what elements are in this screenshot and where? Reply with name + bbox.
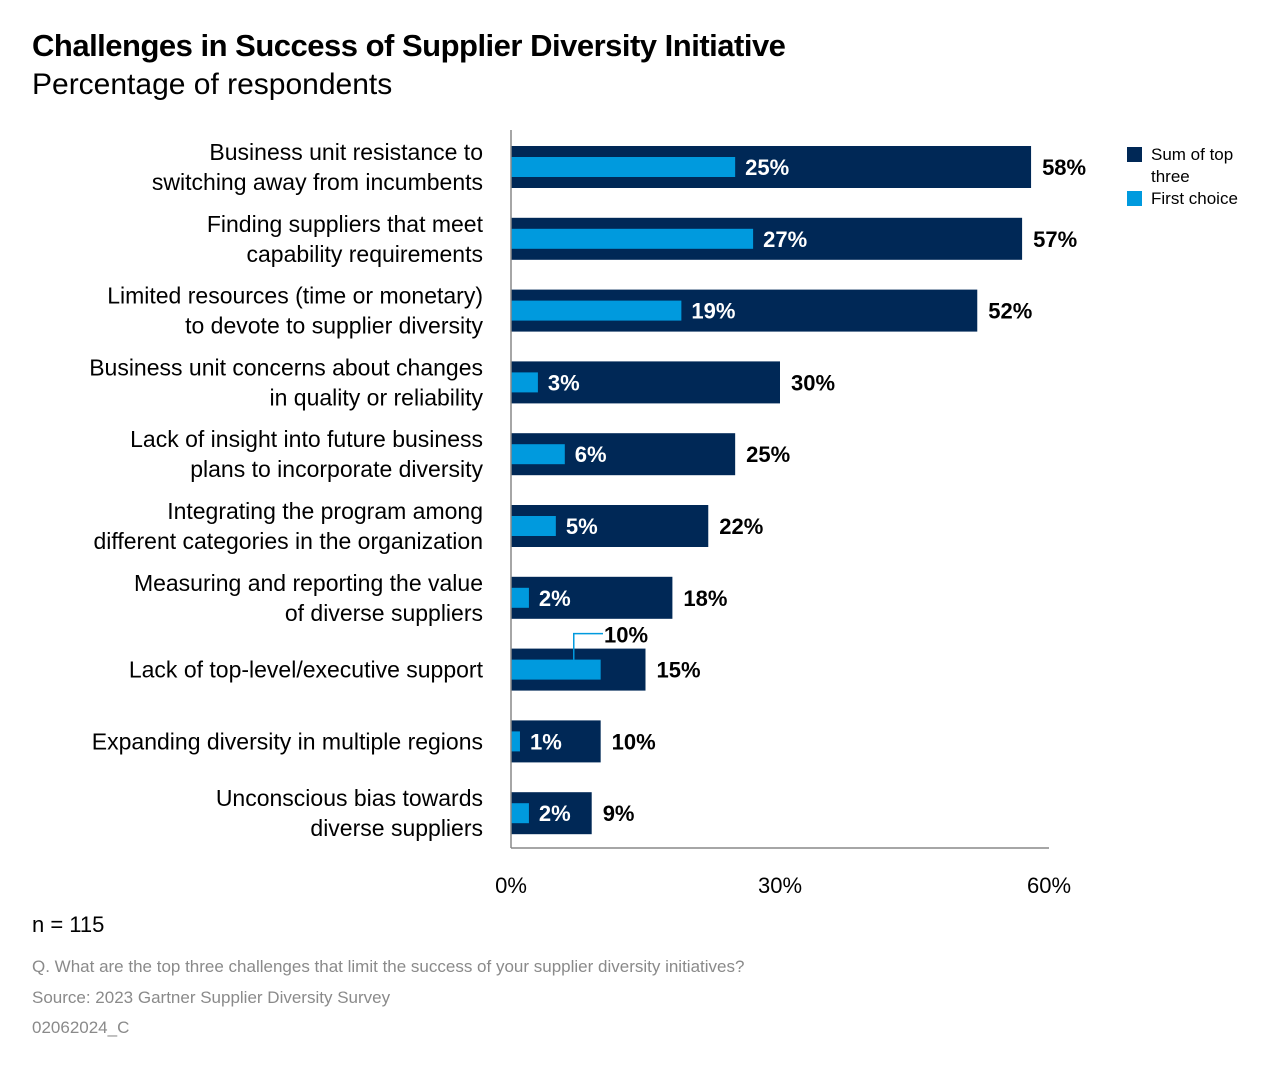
bar-first-choice <box>511 300 682 321</box>
data-label-first-choice: 3% <box>548 370 580 395</box>
chart-code: 02062024_C <box>32 1018 130 1037</box>
data-label-sum: 9% <box>603 801 635 826</box>
category-label: Unconscious bias towards diverse supplier… <box>216 785 483 841</box>
bar-sum-of-top-three <box>511 576 673 619</box>
data-label-sum: 25% <box>746 442 790 467</box>
category-label: Lack of top-level/executive support <box>129 657 484 683</box>
category-label: Finding suppliers that meet capability re… <box>207 211 484 267</box>
legend-item-sum-of-top-three: Sum of top three <box>1127 144 1238 188</box>
legend: Sum of top three First choice <box>1127 144 1238 210</box>
category-label: Limited resources (time or monetary) to d… <box>107 283 483 339</box>
bar-sum-of-top-three <box>511 361 780 404</box>
bar-first-choice <box>511 157 736 177</box>
category-label: Integrating the program among different c… <box>93 498 483 554</box>
data-label-first-choice: 2% <box>539 801 571 826</box>
data-label-first-choice: 10% <box>604 623 648 648</box>
bar-first-choice <box>511 444 565 465</box>
legend-label: Sum of top <box>1151 145 1234 164</box>
data-label-sum: 22% <box>719 514 763 539</box>
x-tick-label: 30% <box>758 873 802 898</box>
legend-label: three <box>1151 167 1190 186</box>
x-tick-label: 60% <box>1027 873 1071 898</box>
category-label: Lack of insight into future business plan… <box>130 426 483 482</box>
data-label-sum: 57% <box>1033 227 1077 252</box>
bar-chart: Business unit resistance to switching awa… <box>89 130 1086 898</box>
category-label: Business unit resistance to switching awa… <box>152 139 483 195</box>
data-label-sum: 15% <box>657 658 701 683</box>
chart-title: Challenges in Success of Supplier Divers… <box>32 28 786 63</box>
category-label: Expanding diversity in multiple regions <box>92 728 483 754</box>
data-label-sum: 52% <box>988 299 1032 324</box>
data-label-first-choice: 2% <box>539 586 571 611</box>
bar-first-choice <box>511 731 520 752</box>
data-label-first-choice: 6% <box>575 442 607 467</box>
bar-first-choice <box>511 372 538 393</box>
bar-first-choice <box>511 587 529 608</box>
question-note: Q. What are the top three challenges tha… <box>32 957 745 976</box>
bar-first-choice <box>511 803 529 824</box>
data-label-sum: 18% <box>683 586 727 611</box>
bar-sum-of-top-three <box>511 720 601 763</box>
legend-swatch-light <box>1127 191 1142 206</box>
x-tick-label: 0% <box>495 873 527 898</box>
source-note: Source: 2023 Gartner Supplier Diversity … <box>32 988 391 1007</box>
data-label-first-choice: 25% <box>745 155 789 180</box>
data-label-sum: 30% <box>791 370 835 395</box>
legend-item-first-choice: First choice <box>1127 188 1238 210</box>
data-label-sum: 58% <box>1042 155 1086 180</box>
data-label-sum: 10% <box>612 729 656 754</box>
category-label: Measuring and reporting the value of dive… <box>134 570 483 626</box>
data-label-first-choice: 27% <box>763 227 807 252</box>
data-label-first-choice: 1% <box>530 729 562 754</box>
callout-line <box>573 632 603 660</box>
data-label-first-choice: 19% <box>691 299 735 324</box>
legend-swatch-dark <box>1127 147 1142 162</box>
data-label-first-choice: 5% <box>566 514 598 539</box>
category-label: Business unit concerns about changes in q… <box>89 354 483 410</box>
legend-label: First choice <box>1151 189 1238 208</box>
bar-first-choice <box>511 228 754 249</box>
chart-subtitle: Percentage of respondents <box>32 68 393 101</box>
bar-first-choice <box>511 659 601 680</box>
bar-first-choice <box>511 516 556 536</box>
sample-size: n = 115 <box>32 912 105 937</box>
